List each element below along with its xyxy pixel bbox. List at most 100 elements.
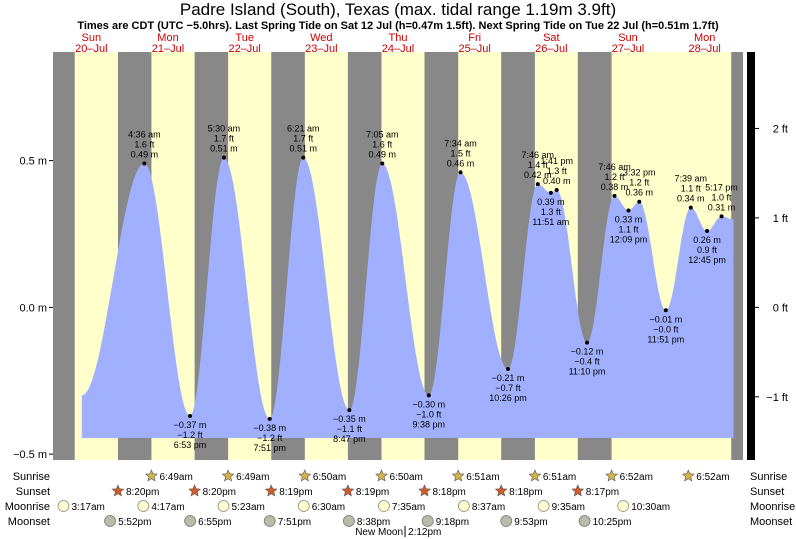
tide-extreme-point xyxy=(301,155,306,160)
tide-extreme-point xyxy=(505,367,510,372)
high-tide-label: 0.42 m xyxy=(524,170,552,180)
tide-extreme-point xyxy=(637,199,642,204)
day-label-dow: Thu xyxy=(389,32,408,44)
sunset-star-icon xyxy=(571,484,585,497)
high-tide-label: 5:30 am xyxy=(208,124,241,134)
high-tide-label: 0.38 m xyxy=(601,182,629,192)
day-label-dow: Sat xyxy=(543,32,560,44)
sunrise-time: 6:49am xyxy=(159,472,192,483)
moonset-time: 8:38pm xyxy=(357,517,390,528)
sunset-star-icon xyxy=(264,484,278,497)
tide-extreme-labels: 4:36 am1.6 ft0.49 m−0.37 m−1.2 ft6:53 pm… xyxy=(128,124,738,453)
tide-extreme-point xyxy=(663,308,668,313)
high-tide-label: 0.46 m xyxy=(447,158,475,168)
tide-extreme-point xyxy=(554,187,559,192)
tide-extreme-point xyxy=(548,190,553,195)
tide-extreme-point xyxy=(221,155,226,160)
moonrise-time: 4:17am xyxy=(151,502,184,513)
high-tide-label: 4:36 am xyxy=(128,130,161,140)
tide-extreme-point xyxy=(719,214,724,219)
high-tide-label: 0.31 m xyxy=(708,202,736,212)
moonrise-moon-icon xyxy=(57,500,70,512)
moonset-moon-icon xyxy=(263,515,276,527)
low-tide-label: 11:10 pm xyxy=(569,367,606,377)
moonset-moon-icon xyxy=(578,515,591,527)
moonset-moon-icon xyxy=(421,515,434,527)
high-tide-label: 1.4 ft xyxy=(528,160,549,170)
high-tide-label: 1.6 ft xyxy=(372,140,393,150)
low-tide-label: −1.2 ft xyxy=(257,433,283,443)
high-tide-label: 0.51 m xyxy=(290,144,318,154)
moonrise-moon-icon xyxy=(217,500,230,512)
y-right-tick-label: 2 ft xyxy=(773,123,788,135)
sunrise-star-icon xyxy=(298,469,312,482)
low-tide-label: −0.38 m xyxy=(253,423,286,433)
low-tide-label: −0.37 m xyxy=(174,420,207,430)
tide-extreme-point xyxy=(705,229,710,234)
low-tide-label: 0.33 m xyxy=(615,215,643,225)
sunrise-star-icon xyxy=(681,469,695,482)
high-tide-label: 7:34 am xyxy=(444,138,477,148)
low-tide-label: 7:51 pm xyxy=(253,443,286,453)
new-moon-label: New Moon xyxy=(355,527,403,538)
high-tide-label: 7:05 am xyxy=(366,130,399,140)
moonrise-moon-icon xyxy=(457,500,470,512)
tide-extreme-point xyxy=(142,161,147,166)
tide-extreme-point xyxy=(187,413,192,418)
low-tide-label: −0.01 m xyxy=(649,314,682,324)
y-right-tick-label: 1 ft xyxy=(773,213,788,225)
high-tide-label: 7:46 am xyxy=(522,150,555,160)
moonset-moon-icon xyxy=(343,515,355,527)
high-tide-label: 1.2 ft xyxy=(629,178,650,188)
moonrise-moon-icon xyxy=(377,500,390,512)
moonrise-time: 6:30am xyxy=(312,502,345,513)
sunset-star-icon xyxy=(418,484,431,497)
day-label-dow: Sun xyxy=(82,32,102,44)
sun-moon-events: Sunrise Sunrise Sunset Sunset Moonrise Moonri… xyxy=(5,469,795,538)
sunrise-time: 6:50am xyxy=(313,472,346,483)
moonset-moon-icon xyxy=(184,515,196,527)
row-label-right: Sunset xyxy=(750,486,784,498)
y-left-tick-label: −0.5 m xyxy=(13,449,47,461)
low-tide-label: 9:38 pm xyxy=(413,419,446,429)
high-tide-label: 1.3 ft xyxy=(547,166,568,176)
sunset-time: 8:20pm xyxy=(126,487,159,498)
low-tide-label: 8:47 pm xyxy=(333,434,366,444)
tide-area xyxy=(81,157,734,438)
y-left-tick-label: 0.0 m xyxy=(19,302,47,314)
tide-extreme-point xyxy=(688,205,693,210)
low-tide-label: −0.7 ft xyxy=(495,383,521,393)
day-label-dow: Sun xyxy=(618,32,638,44)
row-label-right: Moonset xyxy=(750,516,792,528)
sunset-time: 8:19pm xyxy=(279,487,312,498)
high-tide-label: 5:17 pm xyxy=(705,182,738,192)
row-label-left: Moonrise xyxy=(5,501,50,513)
high-tide-label: 1.7 ft xyxy=(214,134,235,144)
day-label-dow: Mon xyxy=(694,32,715,44)
high-tide-label: 0.49 m xyxy=(131,150,159,160)
day-label-dow: Tue xyxy=(235,32,254,44)
low-tide-label: −0.30 m xyxy=(412,399,445,409)
sunset-star-icon xyxy=(494,484,508,497)
low-tide-label: −1.1 ft xyxy=(337,424,363,434)
low-tide-label: 1.1 ft xyxy=(618,225,639,235)
moonrise-time: 7:35am xyxy=(392,502,425,513)
moonset-time: 10:25pm xyxy=(593,517,632,528)
low-tide-label: 11:51 am xyxy=(532,217,569,227)
high-tide-label: 1:41 pm xyxy=(540,156,573,166)
moonrise-moon-icon xyxy=(137,500,150,512)
moonrise-moon-icon xyxy=(537,500,550,512)
moonrise-time: 9:35am xyxy=(552,502,585,513)
sunset-time: 8:20pm xyxy=(203,487,236,498)
moonset-time: 6:55pm xyxy=(198,517,231,528)
tide-extreme-point xyxy=(612,193,617,198)
sunrise-time: 6:51am xyxy=(543,472,576,483)
sunset-star-icon xyxy=(341,484,355,497)
sunrise-time: 6:52am xyxy=(620,472,653,483)
moonset-moon-icon xyxy=(104,515,116,527)
moonset-moon-icon xyxy=(500,515,513,527)
moonrise-time: 8:37am xyxy=(472,502,505,513)
low-tide-label: 12:09 pm xyxy=(610,235,648,245)
tide-extreme-point xyxy=(380,161,385,166)
sunrise-time: 6:51am xyxy=(466,472,499,483)
